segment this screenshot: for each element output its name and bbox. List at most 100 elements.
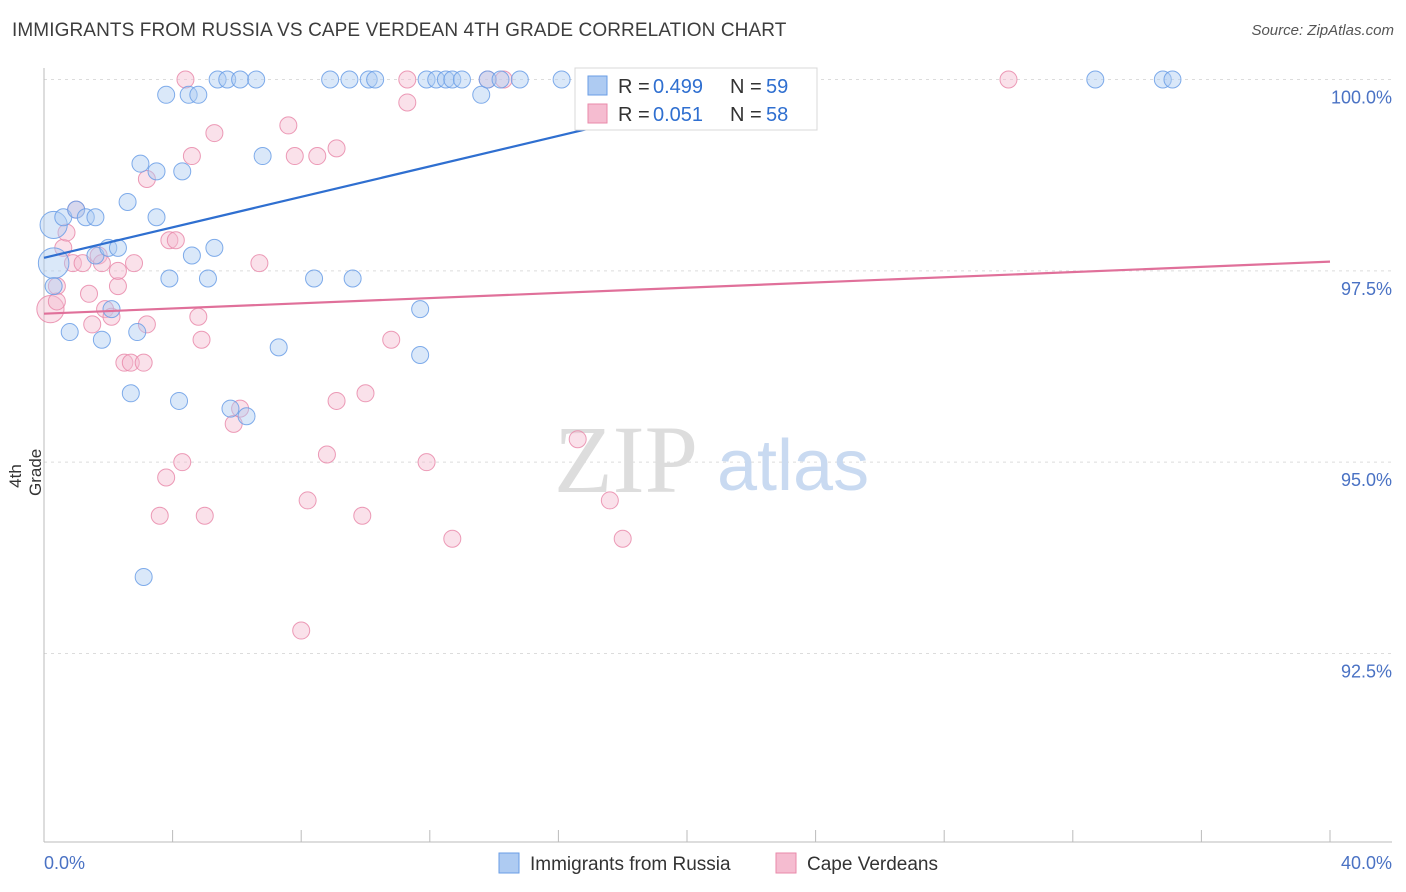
grid-lines — [44, 79, 1392, 654]
data-point — [343, 269, 362, 288]
data-point — [102, 300, 121, 319]
data-point — [359, 70, 378, 89]
data-point — [552, 70, 571, 89]
watermark-zip: ZIP — [554, 406, 698, 513]
data-point — [147, 162, 166, 181]
data-point — [121, 384, 140, 403]
data-point — [179, 85, 198, 104]
data-point — [170, 391, 189, 410]
data-point — [189, 307, 208, 326]
data-point — [67, 200, 86, 219]
data-point — [92, 254, 111, 273]
data-point — [205, 238, 224, 257]
series-legend: Immigrants from Russia Cape Verdeans — [498, 852, 938, 875]
data-point — [192, 330, 211, 349]
data-point — [182, 246, 201, 265]
data-point — [253, 147, 272, 166]
legend-r-value-pink: 0.051 — [653, 104, 703, 126]
data-point — [417, 453, 436, 472]
legend-n-label: N = — [730, 76, 762, 98]
data-point — [221, 399, 240, 418]
data-point — [198, 269, 217, 288]
data-point — [292, 621, 311, 640]
data-point — [108, 261, 127, 280]
data-point — [60, 323, 79, 342]
data-point — [173, 162, 192, 181]
data-point — [231, 399, 250, 418]
legend-box — [574, 67, 818, 131]
legend-swatch-pink — [587, 103, 608, 124]
data-point — [999, 70, 1018, 89]
data-point — [443, 70, 462, 89]
data-point — [218, 70, 237, 89]
legend-swatch-blue — [587, 75, 608, 96]
series-legend-swatch-pink — [775, 852, 797, 874]
legend-r-value-blue: 0.499 — [653, 76, 703, 98]
data-point — [205, 124, 224, 143]
data-point — [1153, 70, 1172, 89]
data-point — [125, 254, 144, 273]
series-immigrants-from-russia — [37, 70, 1182, 586]
data-point — [305, 269, 324, 288]
axes — [43, 68, 1392, 843]
watermark: ZIP atlas — [554, 406, 869, 513]
data-point — [137, 169, 156, 188]
data-point — [269, 338, 288, 357]
data-point — [102, 307, 121, 326]
data-point — [250, 254, 269, 273]
legend-r-label: R = — [618, 76, 650, 98]
data-point — [398, 70, 417, 89]
y-tick-label: 92.5% — [1341, 662, 1392, 682]
legend-n-label: N = — [730, 104, 762, 126]
chart-title: IMMIGRANTS FROM RUSSIA VS CAPE VERDEAN 4… — [12, 20, 787, 41]
source-attribution: Source: ZipAtlas.com — [1251, 22, 1394, 39]
legend-r-label: R = — [618, 104, 650, 126]
y-tick-label: 97.5% — [1341, 279, 1392, 299]
data-point — [189, 85, 208, 104]
correlation-legend: R = 0.499 N = 59 R = 0.051 N = 58 — [574, 67, 818, 131]
data-point — [231, 70, 250, 89]
data-point — [382, 330, 401, 349]
data-point — [173, 453, 192, 472]
data-point — [247, 70, 266, 89]
data-point — [398, 93, 417, 112]
data-point — [118, 192, 137, 211]
data-point — [176, 70, 195, 89]
data-point — [411, 346, 430, 365]
data-point — [80, 284, 99, 303]
data-point — [321, 70, 340, 89]
data-point — [356, 384, 375, 403]
legend-n-value-pink: 58 — [766, 104, 788, 126]
data-point — [472, 85, 491, 104]
data-point — [298, 491, 317, 510]
series-cape-verdeans — [36, 70, 1018, 640]
data-point — [366, 70, 385, 89]
data-point — [76, 208, 95, 227]
data-point — [57, 223, 76, 242]
data-point — [491, 70, 510, 89]
data-point — [327, 139, 346, 158]
data-point — [327, 391, 346, 410]
data-point — [317, 445, 336, 464]
data-point — [443, 529, 462, 548]
data-point — [137, 315, 156, 334]
data-point — [308, 147, 327, 166]
data-point — [160, 269, 179, 288]
data-point — [1163, 70, 1182, 89]
data-point — [427, 70, 446, 89]
data-point — [134, 567, 153, 586]
data-point — [160, 231, 179, 250]
data-point — [411, 300, 430, 319]
data-point — [279, 116, 298, 135]
data-point — [285, 147, 304, 166]
data-point — [208, 70, 227, 89]
data-point — [510, 70, 529, 89]
data-point — [613, 529, 632, 548]
data-point — [134, 353, 153, 372]
data-point — [96, 300, 115, 319]
data-point — [182, 147, 201, 166]
watermark-atlas: atlas — [717, 426, 869, 506]
data-point — [340, 70, 359, 89]
x-axis-ticks — [43, 830, 1331, 842]
